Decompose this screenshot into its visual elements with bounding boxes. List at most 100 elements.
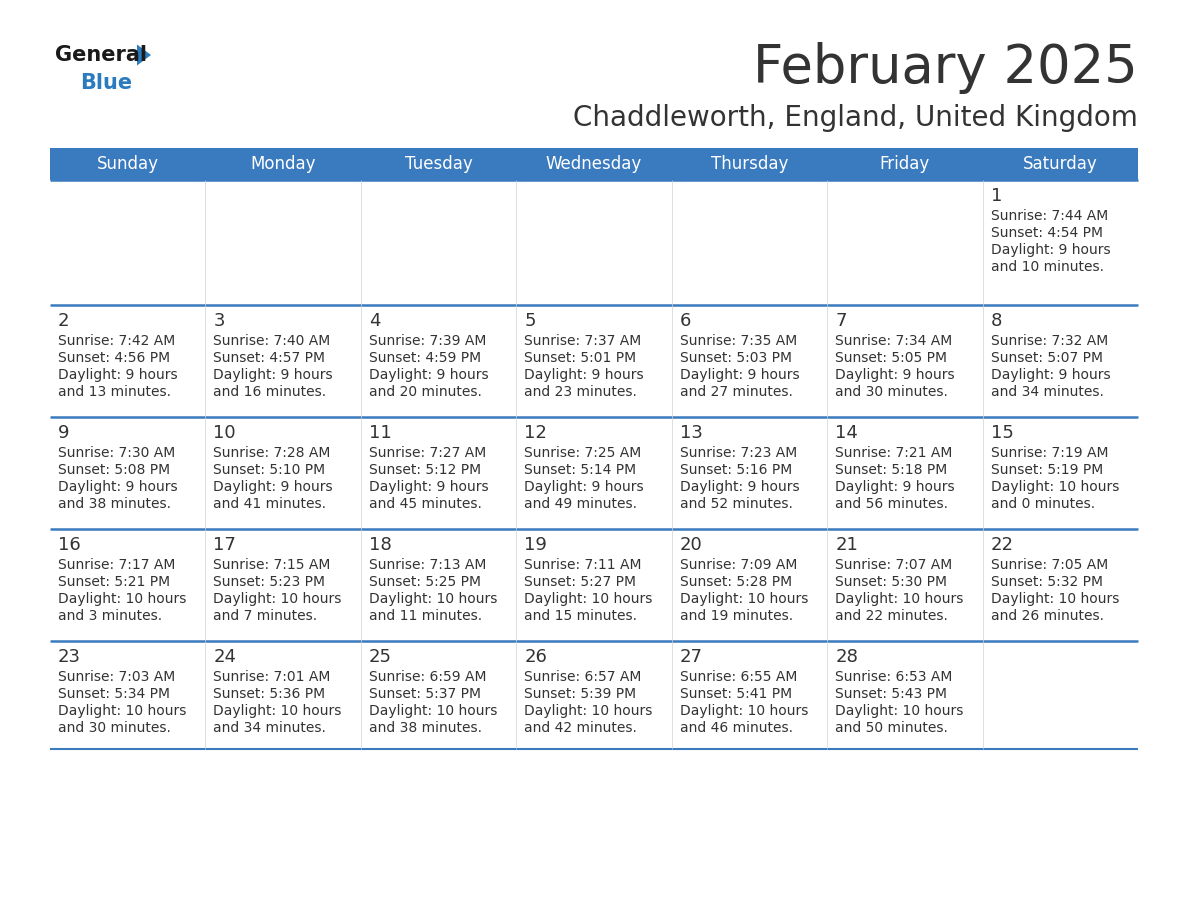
Text: Sunrise: 7:03 AM: Sunrise: 7:03 AM <box>58 670 176 684</box>
Text: 19: 19 <box>524 536 548 554</box>
Text: Saturday: Saturday <box>1023 155 1098 173</box>
Text: 10: 10 <box>214 424 236 442</box>
Text: and 13 minutes.: and 13 minutes. <box>58 385 171 399</box>
Text: and 26 minutes.: and 26 minutes. <box>991 609 1104 623</box>
Text: 12: 12 <box>524 424 548 442</box>
Text: and 10 minutes.: and 10 minutes. <box>991 260 1104 274</box>
Text: 4: 4 <box>368 312 380 330</box>
Bar <box>517 641 671 749</box>
Text: Sunset: 5:05 PM: Sunset: 5:05 PM <box>835 351 947 365</box>
Text: and 20 minutes.: and 20 minutes. <box>368 385 481 399</box>
Text: Sunrise: 6:59 AM: Sunrise: 6:59 AM <box>368 670 486 684</box>
Text: 3: 3 <box>214 312 225 330</box>
Text: Sunset: 5:28 PM: Sunset: 5:28 PM <box>680 575 792 589</box>
Bar <box>982 180 1138 305</box>
Text: and 22 minutes.: and 22 minutes. <box>835 609 948 623</box>
Text: Daylight: 10 hours: Daylight: 10 hours <box>58 592 187 606</box>
Text: Sunset: 4:54 PM: Sunset: 4:54 PM <box>991 226 1102 240</box>
Bar <box>517 529 671 641</box>
Text: Daylight: 10 hours: Daylight: 10 hours <box>835 592 963 606</box>
Text: and 19 minutes.: and 19 minutes. <box>680 609 792 623</box>
Text: Daylight: 10 hours: Daylight: 10 hours <box>991 480 1119 494</box>
Text: Sunrise: 7:27 AM: Sunrise: 7:27 AM <box>368 446 486 460</box>
Text: Daylight: 10 hours: Daylight: 10 hours <box>835 704 963 718</box>
Text: Monday: Monday <box>251 155 316 173</box>
Text: 2: 2 <box>58 312 70 330</box>
Bar <box>361 180 517 305</box>
Text: Daylight: 9 hours: Daylight: 9 hours <box>368 368 488 382</box>
Text: Sunset: 5:18 PM: Sunset: 5:18 PM <box>835 463 947 477</box>
Text: and 16 minutes.: and 16 minutes. <box>214 385 327 399</box>
Text: Daylight: 9 hours: Daylight: 9 hours <box>58 368 178 382</box>
Text: Sunset: 5:39 PM: Sunset: 5:39 PM <box>524 687 637 701</box>
Text: Sunrise: 7:01 AM: Sunrise: 7:01 AM <box>214 670 330 684</box>
Text: Daylight: 9 hours: Daylight: 9 hours <box>524 480 644 494</box>
Text: Thursday: Thursday <box>710 155 788 173</box>
Text: Friday: Friday <box>880 155 930 173</box>
Bar <box>517 305 671 417</box>
Bar <box>982 417 1138 529</box>
Text: Sunset: 5:19 PM: Sunset: 5:19 PM <box>991 463 1102 477</box>
Text: Sunset: 5:01 PM: Sunset: 5:01 PM <box>524 351 637 365</box>
Text: Sunrise: 7:07 AM: Sunrise: 7:07 AM <box>835 558 953 572</box>
Text: Sunset: 5:41 PM: Sunset: 5:41 PM <box>680 687 792 701</box>
Text: and 30 minutes.: and 30 minutes. <box>835 385 948 399</box>
Text: 26: 26 <box>524 648 548 666</box>
Text: and 52 minutes.: and 52 minutes. <box>680 497 792 511</box>
Text: Daylight: 9 hours: Daylight: 9 hours <box>58 480 178 494</box>
Text: Sunrise: 7:34 AM: Sunrise: 7:34 AM <box>835 334 953 348</box>
Text: Sunset: 5:16 PM: Sunset: 5:16 PM <box>680 463 792 477</box>
Text: Sunset: 5:03 PM: Sunset: 5:03 PM <box>680 351 791 365</box>
Bar <box>517 180 671 305</box>
Bar <box>671 305 827 417</box>
Text: and 34 minutes.: and 34 minutes. <box>214 721 327 735</box>
Text: Sunrise: 6:57 AM: Sunrise: 6:57 AM <box>524 670 642 684</box>
Text: February 2025: February 2025 <box>753 42 1138 94</box>
Text: Sunrise: 7:44 AM: Sunrise: 7:44 AM <box>991 209 1108 223</box>
Text: 16: 16 <box>58 536 81 554</box>
Text: Sunrise: 7:05 AM: Sunrise: 7:05 AM <box>991 558 1108 572</box>
Text: 28: 28 <box>835 648 858 666</box>
Bar <box>671 417 827 529</box>
Text: 23: 23 <box>58 648 81 666</box>
Text: 13: 13 <box>680 424 702 442</box>
Text: 8: 8 <box>991 312 1001 330</box>
Bar <box>206 529 361 641</box>
Text: 17: 17 <box>214 536 236 554</box>
Text: Daylight: 9 hours: Daylight: 9 hours <box>680 480 800 494</box>
Text: and 45 minutes.: and 45 minutes. <box>368 497 481 511</box>
Text: and 0 minutes.: and 0 minutes. <box>991 497 1094 511</box>
Text: 1: 1 <box>991 187 1001 205</box>
Text: 25: 25 <box>368 648 392 666</box>
Text: General: General <box>55 45 147 65</box>
Text: Sunset: 5:32 PM: Sunset: 5:32 PM <box>991 575 1102 589</box>
Text: Sunset: 5:43 PM: Sunset: 5:43 PM <box>835 687 947 701</box>
Bar <box>982 148 1138 180</box>
Text: Daylight: 9 hours: Daylight: 9 hours <box>835 480 955 494</box>
Text: Daylight: 10 hours: Daylight: 10 hours <box>368 592 498 606</box>
Text: Sunset: 4:59 PM: Sunset: 4:59 PM <box>368 351 481 365</box>
Text: Daylight: 9 hours: Daylight: 9 hours <box>680 368 800 382</box>
Text: and 38 minutes.: and 38 minutes. <box>368 721 482 735</box>
Text: Daylight: 9 hours: Daylight: 9 hours <box>524 368 644 382</box>
Bar <box>206 641 361 749</box>
Bar <box>361 529 517 641</box>
Bar <box>827 148 982 180</box>
Text: Sunrise: 7:32 AM: Sunrise: 7:32 AM <box>991 334 1108 348</box>
Text: 9: 9 <box>58 424 70 442</box>
Text: Sunrise: 7:21 AM: Sunrise: 7:21 AM <box>835 446 953 460</box>
Text: Sunrise: 7:09 AM: Sunrise: 7:09 AM <box>680 558 797 572</box>
Text: 27: 27 <box>680 648 703 666</box>
Bar <box>50 641 206 749</box>
Text: 14: 14 <box>835 424 858 442</box>
Bar <box>671 641 827 749</box>
Text: and 41 minutes.: and 41 minutes. <box>214 497 327 511</box>
Text: Sunset: 5:30 PM: Sunset: 5:30 PM <box>835 575 947 589</box>
Text: Sunrise: 7:15 AM: Sunrise: 7:15 AM <box>214 558 330 572</box>
Text: 11: 11 <box>368 424 392 442</box>
Text: Sunrise: 7:39 AM: Sunrise: 7:39 AM <box>368 334 486 348</box>
Text: and 23 minutes.: and 23 minutes. <box>524 385 637 399</box>
Bar <box>671 529 827 641</box>
Text: Tuesday: Tuesday <box>405 155 473 173</box>
Text: Sunset: 5:21 PM: Sunset: 5:21 PM <box>58 575 170 589</box>
